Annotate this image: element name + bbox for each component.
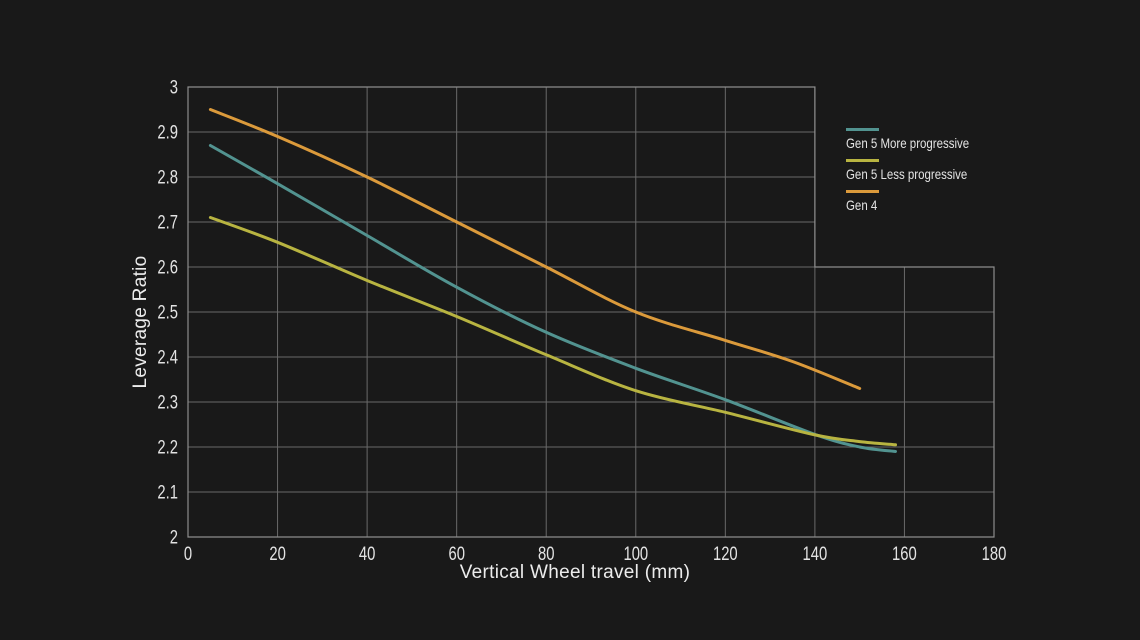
x-tick-label: 40: [359, 543, 375, 564]
y-tick-label: 2.3: [157, 392, 178, 413]
series-line-2: [208, 108, 862, 390]
series-line-1: [208, 216, 897, 447]
y-tick-label: 2.2: [157, 437, 178, 458]
y-tick-label: 2.6: [157, 257, 178, 278]
legend-item-gen5-less-progressive: Gen 5 Less progressive: [846, 159, 996, 184]
x-tick-label: 180: [982, 543, 1007, 564]
legend-item-gen5-more-progressive: Gen 5 More progressive: [846, 128, 996, 153]
y-tick-label: 2.5: [157, 302, 178, 323]
y-tick-label: 2.7: [157, 212, 178, 233]
y-tick-label: 3: [170, 77, 178, 98]
legend-swatch-gen4: [846, 190, 879, 193]
x-tick-label: 100: [623, 543, 648, 564]
legend-swatch-gen5-more-progressive: [846, 128, 879, 131]
x-axis-title: Vertical Wheel travel (mm): [459, 562, 691, 583]
plot-frame: [187, 86, 995, 538]
y-tick-label: 2: [170, 527, 178, 548]
x-tick-label: 160: [892, 543, 917, 564]
x-tick-label: 120: [713, 543, 738, 564]
y-tick-label: 2.1: [157, 482, 178, 503]
legend-label: Gen 4: [846, 197, 878, 213]
x-tick-label: 140: [803, 543, 828, 564]
legend-label: Gen 5 More progressive: [846, 135, 970, 151]
x-tick-label: 80: [538, 543, 554, 564]
legend-swatch-gen5-less-progressive: [846, 159, 879, 162]
legend-label: Gen 5 Less progressive: [846, 166, 968, 182]
x-tick-label: 20: [269, 543, 285, 564]
y-tick-label: 2.4: [157, 347, 178, 368]
legend-item-gen4: Gen 4: [846, 190, 996, 215]
y-tick-label: 2.8: [157, 167, 178, 188]
y-tick-label: 2.9: [157, 122, 178, 143]
x-tick-label: 60: [448, 543, 464, 564]
x-tick-label: 0: [184, 543, 192, 564]
y-axis-title: Leverage Ratio: [130, 255, 151, 389]
legend: Gen 5 More progressive Gen 5 Less progre…: [846, 128, 996, 221]
series-line-0: [208, 144, 897, 453]
